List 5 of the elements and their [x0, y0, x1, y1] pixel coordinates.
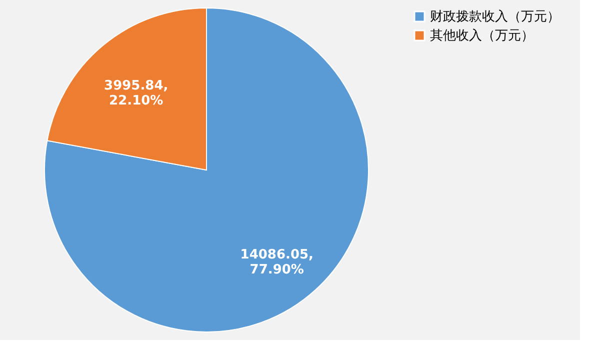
pie-slice	[44, 8, 369, 332]
data-label: 3995.84, 22.10%	[104, 78, 168, 108]
data-label: 14086.05, 77.90%	[240, 248, 314, 278]
legend-label: 财政拨款收入（万元）	[430, 10, 560, 24]
legend-label: 其他收入（万元）	[430, 28, 534, 44]
